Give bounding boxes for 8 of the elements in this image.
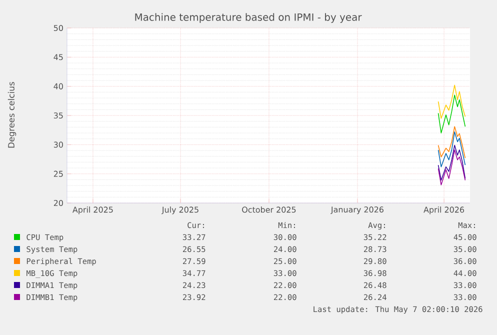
line-series [438, 94, 466, 134]
line-series [438, 84, 466, 119]
line-series [438, 144, 466, 181]
line-series [438, 150, 466, 186]
line-series [438, 131, 466, 168]
chart-title: Machine temperature based on IPMI - by year [135, 13, 362, 23]
line-series [438, 126, 466, 158]
y-axis-title: Degrees celcius [8, 82, 16, 148]
